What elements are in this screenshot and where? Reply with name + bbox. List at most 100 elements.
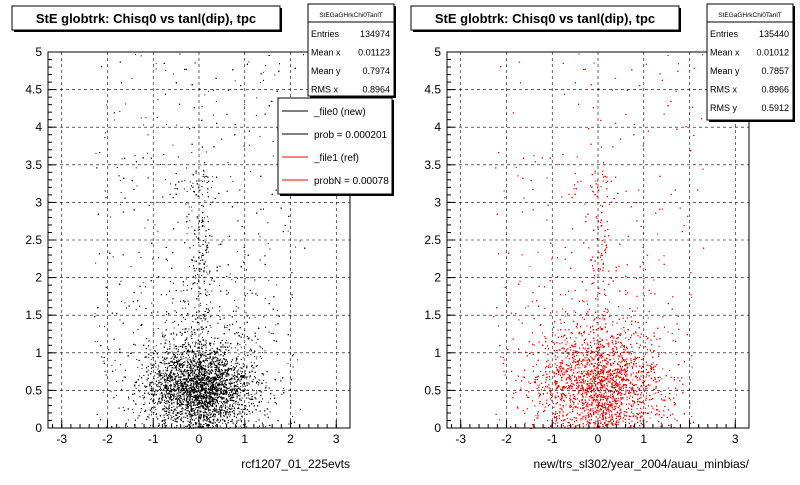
- scatter-point: [197, 322, 198, 324]
- scatter-point: [204, 315, 206, 317]
- scatter-point: [202, 368, 204, 370]
- scatter-point: [165, 381, 167, 383]
- scatter-point: [219, 373, 221, 375]
- scatter-point: [176, 334, 177, 336]
- scatter-point: [245, 377, 247, 379]
- scatter-point: [220, 390, 222, 392]
- scatter-point: [172, 356, 174, 358]
- scatter-point: [203, 375, 205, 377]
- scatter-point: [162, 370, 164, 372]
- scatter-point: [206, 416, 208, 418]
- scatter-point: [224, 383, 226, 385]
- scatter-point: [198, 367, 200, 369]
- scatter-point: [207, 384, 209, 386]
- scatter-point: [155, 408, 157, 410]
- scatter-point: [205, 416, 207, 417]
- scatter-point: [236, 421, 238, 423]
- scatter-point: [185, 346, 187, 348]
- scatter-point: [208, 388, 209, 389]
- scatter-point: [233, 403, 235, 405]
- scatter-point: [182, 354, 184, 355]
- scatter-point: [157, 99, 159, 101]
- scatter-point: [234, 80, 236, 82]
- scatter-point: [154, 383, 156, 385]
- scatter-point: [114, 360, 116, 362]
- scatter-point: [220, 396, 222, 398]
- scatter-point: [237, 355, 239, 357]
- scatter-point: [237, 386, 239, 387]
- scatter-point: [211, 386, 213, 388]
- scatter-point: [173, 374, 175, 376]
- scatter-point: [236, 400, 237, 402]
- scatter-point: [156, 345, 158, 347]
- scatter-point: [171, 391, 173, 393]
- scatter-point: [188, 328, 190, 330]
- scatter-point: [167, 382, 169, 384]
- scatter-point: [164, 405, 165, 407]
- scatter-point: [160, 384, 162, 386]
- scatter-point: [203, 417, 205, 419]
- scatter-point: [199, 393, 201, 395]
- scatter-point: [187, 227, 189, 229]
- scatter-point: [186, 397, 187, 399]
- scatter-point: [206, 409, 208, 410]
- scatter-point: [204, 372, 206, 374]
- scatter-point: [200, 396, 201, 398]
- scatter-point: [162, 334, 164, 336]
- scatter-point: [219, 400, 221, 402]
- scatter-point: [194, 370, 196, 372]
- scatter-point: [155, 366, 157, 368]
- scatter-point: [192, 412, 194, 414]
- scatter-point: [183, 374, 185, 376]
- scatter-point: [196, 397, 198, 399]
- scatter-point: [190, 347, 191, 349]
- scatter-point: [198, 279, 199, 281]
- scatter-point: [222, 397, 224, 399]
- scatter-point: [203, 397, 205, 399]
- scatter-point: [229, 273, 231, 275]
- scatter-point: [212, 176, 214, 178]
- scatter-point: [128, 398, 130, 400]
- scatter-point: [190, 206, 192, 208]
- scatter-point: [186, 351, 188, 353]
- scatter-points: [94, 53, 306, 429]
- scatter-point: [185, 388, 187, 390]
- scatter-point: [120, 192, 122, 194]
- scatter-point: [218, 315, 220, 317]
- scatter-point: [210, 387, 212, 389]
- scatter-point: [226, 326, 228, 328]
- scatter-point: [212, 114, 214, 116]
- scatter-point: [166, 123, 167, 125]
- scatter-point: [247, 397, 249, 399]
- scatter-point: [240, 425, 242, 427]
- scatter-point: [132, 408, 134, 410]
- scatter-point: [226, 324, 228, 326]
- scatter-point: [104, 137, 106, 138]
- scatter-point: [176, 333, 178, 335]
- scatter-point: [154, 372, 156, 374]
- scatter-point: [200, 406, 202, 408]
- scatter-point: [234, 367, 236, 369]
- scatter-point: [181, 390, 183, 392]
- scatter-point: [154, 402, 156, 404]
- scatter-point: [238, 369, 239, 371]
- scatter-point: [179, 405, 181, 407]
- scatter-point: [197, 385, 198, 387]
- scatter-point: [194, 307, 196, 309]
- scatter-point: [145, 117, 147, 119]
- scatter-point: [212, 393, 214, 395]
- scatter-point: [179, 385, 181, 387]
- scatter-point: [197, 390, 199, 392]
- scatter-point: [184, 328, 186, 330]
- scatter-point: [177, 395, 179, 397]
- scatter-point: [213, 350, 215, 352]
- scatter-point: [172, 321, 174, 323]
- scatter-point: [164, 420, 166, 422]
- scatter-point: [231, 369, 233, 371]
- scatter-point: [150, 371, 152, 373]
- scatter-point: [135, 53, 136, 55]
- scatter-point: [189, 363, 190, 365]
- scatter-point: [197, 229, 199, 231]
- scatter-point: [183, 362, 185, 363]
